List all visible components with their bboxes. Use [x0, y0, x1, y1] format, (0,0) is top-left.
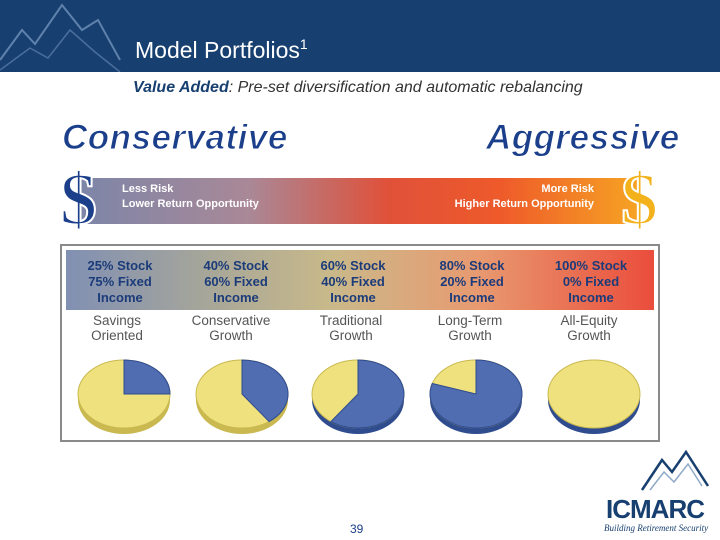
allocation-gradient [66, 250, 654, 310]
dollar-right-icon: $ [620, 159, 659, 241]
pie-5 [547, 359, 641, 434]
fixed-income-slice-5 [547, 359, 641, 429]
allocation-label-1: 25% Stock 75% Fixed Income [87, 258, 153, 305]
allocation-label-4: 80% Stock 20% Fixed Income [439, 258, 505, 305]
subtitle-emphasis: Value Added [133, 79, 229, 96]
pie-3 [311, 359, 405, 434]
stock-slice-3 [330, 359, 405, 429]
conservative-label: Conservative [62, 118, 288, 158]
pie-4 [429, 359, 523, 434]
higher-return-label: Higher Return Opportunity [454, 198, 594, 210]
risk-gradient-bar [80, 178, 640, 224]
style-label-2: Conservative Growth [191, 313, 271, 343]
style-label-3: Traditional Growth [319, 313, 383, 343]
allocation-pies [77, 359, 641, 434]
more-risk-label: More Risk [541, 183, 594, 195]
allocation-label-2: 40% Stock 60% Fixed Income [203, 258, 269, 305]
stock-slice-4 [429, 359, 523, 429]
pie-1 [77, 359, 171, 434]
icmarc-logo: ICMARC Building Retirement Security [600, 446, 716, 538]
allocation-label-5: 100% Stock 0% Fixed Income [554, 258, 628, 305]
lower-return-label: Lower Return Opportunity [122, 198, 259, 210]
logo-mountain-icon [640, 449, 710, 491]
dollar-left-icon: $ [59, 159, 98, 241]
style-label-4: Long-Term Growth [437, 313, 503, 343]
portfolio-panel: 25% Stock 75% Fixed Income 40% Stock 60% Fi… [60, 244, 660, 442]
style-label-5: All-Equity Growth [560, 313, 618, 343]
page-title: Model Portfolios1 [135, 36, 308, 63]
less-risk-label: Less Risk [122, 183, 174, 195]
subtitle: Value Added: Pre-set diversification and… [133, 79, 583, 96]
risk-return-band: $ $ Less Risk Lower Return Opportunity M… [59, 159, 659, 241]
header-bar: Model Portfolios1 [0, 0, 720, 72]
stock-slice-2 [241, 359, 289, 423]
high-risk-text: More Risk Higher Return Opportunity [455, 182, 594, 212]
style-label-1: Savings Oriented [91, 313, 143, 343]
logo-wordmark: ICMARC [606, 494, 705, 524]
logo-tagline: Building Retirement Security [604, 523, 709, 533]
mountain-outline-icon [0, 3, 121, 72]
stock-slice-1 [123, 359, 171, 395]
page-number: 39 [350, 522, 364, 536]
allocation-label-3: 60% Stock 40% Fixed Income [320, 258, 386, 305]
low-risk-text: Less Risk Lower Return Opportunity [122, 182, 259, 212]
title-footnote-mark: 1 [299, 36, 308, 52]
pie-2 [195, 359, 289, 434]
aggressive-label: Aggressive [486, 118, 680, 158]
